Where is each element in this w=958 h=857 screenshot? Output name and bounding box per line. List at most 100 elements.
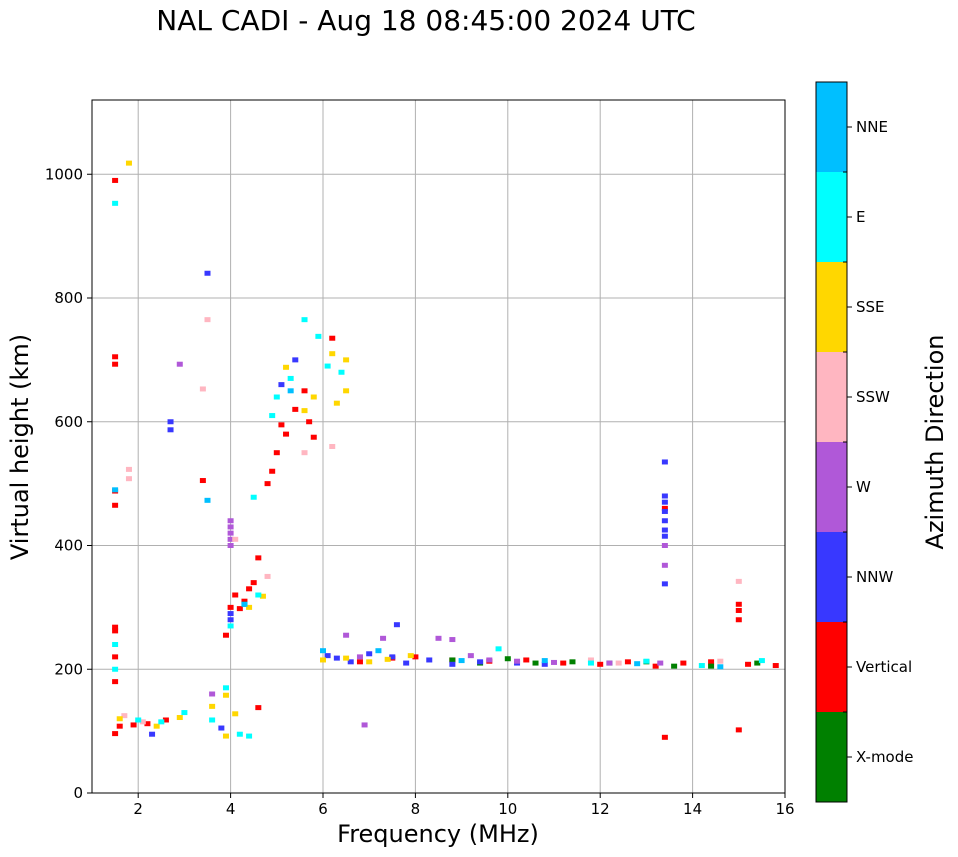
echo-point-nnw — [347, 659, 354, 665]
echo-point-vertical — [624, 659, 631, 665]
colorbar-tick-label: E — [856, 208, 865, 226]
colorbar-segment — [816, 622, 847, 712]
y-tick-label: 1000 — [45, 165, 83, 183]
echo-point-w — [361, 722, 368, 728]
y-tick-label: 600 — [54, 413, 83, 431]
echo-point-nnw — [661, 527, 668, 533]
echo-point-e — [222, 685, 229, 691]
echo-point-e — [255, 592, 262, 598]
echo-point-e — [495, 646, 502, 652]
echo-point-xmode — [569, 659, 576, 665]
echo-point-sse — [259, 593, 266, 599]
echo-point-vertical — [523, 657, 530, 663]
echo-point-nnw — [661, 493, 668, 499]
echo-point-sse — [125, 160, 132, 166]
echo-point-ssw — [717, 658, 724, 664]
echo-point-w — [449, 637, 456, 643]
echo-point-vertical — [735, 617, 742, 623]
echo-point-vertical — [772, 663, 779, 669]
echo-point-nnw — [403, 660, 410, 666]
echo-point-e — [273, 394, 280, 400]
echo-point-vertical — [227, 604, 234, 610]
echo-point-vertical — [273, 450, 280, 456]
echo-point-sse — [116, 716, 123, 722]
echo-point-sse — [407, 653, 414, 659]
chart-title: NAL CADI - Aug 18 08:45:00 2024 UTC — [156, 4, 696, 37]
echo-point-nne — [320, 648, 326, 654]
echo-point-e — [181, 710, 188, 716]
echo-point-nnw — [661, 518, 668, 524]
echo-point-ssw — [125, 476, 132, 482]
echo-point-xmode — [532, 660, 539, 666]
echo-point-sse — [283, 364, 290, 370]
echo-point-vertical — [708, 659, 715, 665]
echo-point-nnw — [149, 731, 156, 737]
colorbar-segment — [816, 172, 847, 262]
echo-point-sse — [343, 655, 350, 661]
echo-point-nnw — [661, 499, 668, 505]
echo-point-ssw — [199, 386, 206, 392]
echo-point-e — [112, 642, 119, 647]
echo-point-w — [661, 562, 668, 568]
colorbar-segment — [816, 442, 847, 532]
echo-point-xmode — [754, 660, 761, 666]
x-axis-label: Frequency (MHz) — [337, 820, 539, 848]
echo-point-e — [135, 717, 142, 723]
echo-point-w — [227, 530, 234, 536]
echo-point-vertical — [329, 335, 336, 341]
echo-point-e — [112, 666, 119, 672]
echo-point-vertical — [661, 505, 668, 511]
echo-point-vertical — [597, 661, 604, 667]
echo-point-nnw — [661, 533, 668, 539]
echo-point-vertical — [112, 731, 119, 737]
colorbar-segment — [816, 82, 847, 172]
echo-point-sse — [384, 656, 391, 662]
echo-point-ssw — [735, 578, 742, 584]
x-tick-label: 10 — [498, 800, 517, 818]
axis-ticks: 2 4 6 8 10 12 14 16 0 200 400 600 800 1000 — [45, 165, 795, 818]
echo-point-vertical — [356, 659, 363, 665]
colorbar-segment — [816, 352, 847, 442]
colorbar-segment — [816, 262, 847, 352]
y-tick-label: 200 — [54, 660, 83, 678]
echo-point-nnw — [389, 654, 396, 660]
echo-point-sse — [246, 604, 253, 610]
echo-point-ssw — [264, 573, 271, 579]
x-tick-label: 6 — [318, 800, 328, 818]
echo-point-w — [209, 691, 216, 697]
echo-point-nnw — [477, 659, 484, 665]
echo-point-nnw — [227, 617, 234, 623]
echo-point-vertical — [301, 388, 308, 394]
echo-point-nnw — [661, 459, 668, 465]
echo-point-nnw — [426, 657, 433, 663]
echo-point-vertical — [652, 663, 659, 669]
colorbar-segment — [816, 712, 847, 802]
echo-point-e — [587, 660, 594, 666]
echo-point-nnw — [292, 357, 299, 363]
echo-point-e — [250, 494, 257, 500]
echo-point-nnw — [661, 508, 668, 514]
echo-point-vertical — [241, 598, 248, 604]
echo-point-ssw — [587, 657, 594, 663]
echo-point-vertical — [130, 722, 137, 728]
echo-point-nne — [287, 388, 294, 394]
echo-point-nnw — [167, 419, 174, 425]
echo-point-ssw — [232, 536, 239, 542]
echo-point-e — [158, 719, 165, 725]
echo-point-ssw — [125, 466, 132, 472]
echo-point-vertical — [745, 661, 752, 667]
echo-point-e — [112, 200, 119, 206]
echo-point-nne — [458, 658, 465, 664]
echo-point-nnw — [661, 581, 668, 587]
x-tick-label: 2 — [133, 800, 143, 818]
echo-point-sse — [343, 388, 350, 394]
echo-point-vertical — [162, 717, 169, 723]
echo-point-vertical — [292, 406, 299, 412]
echo-point-sse — [310, 394, 317, 400]
echo-point-e — [324, 363, 331, 369]
echo-point-vertical — [246, 586, 253, 592]
echo-point-nne — [717, 664, 724, 670]
echo-point-e — [758, 658, 765, 664]
echo-point-vertical — [222, 632, 229, 638]
